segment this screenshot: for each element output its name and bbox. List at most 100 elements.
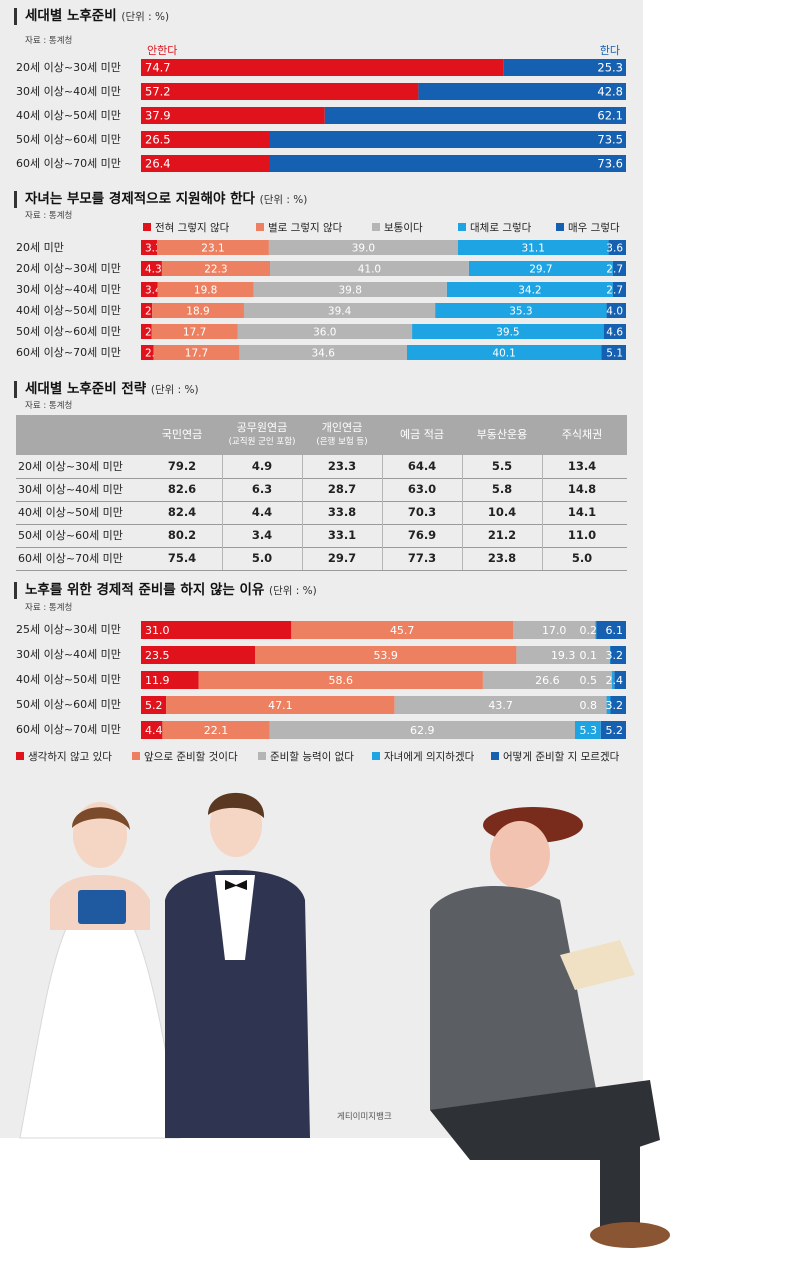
bar-label-c2-1-2: 41.0: [358, 264, 381, 276]
bar-c4-0-0: [141, 621, 292, 639]
bar-label-c4-0-1: 45.7: [390, 624, 415, 637]
bar-c1-3-0: [141, 131, 270, 148]
bar-label-c2-1-0: 4.3: [145, 264, 162, 276]
legend-label-c2-0: 전혀 그렇지 않다: [155, 221, 230, 234]
bar-c4-3-1: [166, 696, 395, 714]
bar-c2-4-2: [237, 324, 413, 339]
table-row: 40세 이상~50세 미만 82.4 4.4 33.8 70.3 10.4 14.1: [16, 501, 627, 525]
table-cell: 23.8: [487, 551, 517, 565]
bar-c1-2-0: [141, 107, 325, 124]
table-cell: 14.1: [567, 505, 597, 519]
image-credit: 게티이미지뱅크: [337, 1112, 392, 1122]
legend-swatch-c4-1: [132, 752, 140, 760]
table-row-label: 20세 이상~30세 미만: [18, 460, 123, 473]
bar-label-c2-0-2: 39.0: [352, 243, 375, 255]
bar-label-c2-0-1: 23.1: [201, 243, 224, 255]
elderly-man-illustration: [430, 807, 670, 1248]
table-cell: 23.3: [327, 459, 357, 473]
bar-c4-3-0: [141, 696, 167, 714]
table-col-header-5: 주식채권: [543, 415, 621, 455]
table-row-label: 60세 이상~70세 미만: [18, 552, 123, 565]
table-row-label: 40세 이상~50세 미만: [18, 506, 123, 519]
bar-c1-0-0: [141, 59, 504, 76]
table-col-header-1: 공무원연금 (교직원 군인 포함): [223, 415, 301, 455]
table-col-label: 주식채권: [561, 428, 603, 441]
legend-label-c2-1: 별로 그렇지 않다: [268, 221, 343, 234]
bar-c2-2-3: [446, 282, 613, 297]
bar-c2-1-0: [141, 261, 162, 276]
legend-swatch-c4-3: [372, 752, 380, 760]
bar-c1-1-0: [141, 83, 419, 100]
row-label-c1-4: 60세 이상~70세 미만: [16, 156, 121, 170]
table-cell: 21.2: [487, 528, 517, 542]
bar-label-c4-2-4: 2.4: [606, 674, 624, 687]
bar-c2-0-3: [457, 240, 609, 255]
row-label-c2-2: 30세 이상~40세 미만: [16, 282, 121, 296]
bar-c2-4-4: [603, 324, 626, 339]
bar-c1-4-1: [269, 155, 626, 172]
legend-swatch-c4-0: [16, 752, 24, 760]
row-label-c1-1: 30세 이상~40세 미만: [16, 84, 121, 98]
row-label-c2-5: 60세 이상~70세 미만: [16, 345, 121, 359]
table-cell: 80.2: [167, 528, 197, 542]
table-col-sublabel: (은행 보험 등): [316, 437, 368, 447]
bar-c1-4-0: [141, 155, 269, 172]
table-cell: 82.6: [167, 482, 197, 496]
bar-c2-0-4: [608, 240, 626, 255]
table-cell: 3.4: [251, 528, 273, 542]
bar-c4-3-4: [610, 696, 626, 714]
bar-label-c2-1-1: 22.3: [204, 264, 227, 276]
table-col-header-4: 부동산운용: [463, 415, 541, 455]
table-cell: 5.0: [251, 551, 273, 565]
table-column-separator: [382, 455, 383, 570]
bar-c2-5-0: [141, 345, 154, 360]
bar-label-c4-2-2: 26.6: [535, 674, 560, 687]
row-label-c2-0: 20세 미만: [16, 240, 64, 254]
table-row: 50세 이상~60세 미만 80.2 3.4 33.1 76.9 21.2 11.0: [16, 524, 627, 548]
row-label-c1-3: 50세 이상~60세 미만: [16, 132, 121, 146]
bar-label-c4-3-0: 5.2: [145, 699, 163, 712]
table-row: 20세 이상~30세 미만 79.2 4.9 23.3 64.4 5.5 13.4: [16, 455, 627, 479]
bar-label-c1-0-1: 25.3: [597, 61, 623, 75]
bar-label-c4-1-0: 23.5: [145, 649, 170, 662]
bar-label-c2-0-3: 31.1: [522, 243, 545, 255]
bar-c2-5-1: [153, 345, 240, 360]
bar-label-c2-1-4: 2.7: [606, 264, 623, 276]
chart2-source: 자료 : 통계청: [25, 211, 73, 221]
legend-label-c2-3: 대체로 그렇다: [470, 221, 532, 234]
bar-label-c2-2-1: 19.8: [194, 285, 217, 297]
table-col-label: 공무원연금: [236, 421, 288, 434]
table-column-separator: [462, 455, 463, 570]
bride-illustration: [19, 802, 181, 1139]
legend-swatch-c4-4: [491, 752, 499, 760]
table-cell: 77.3: [407, 551, 437, 565]
legend-label-c4-3: 자녀에게 의지하겠다: [384, 750, 475, 763]
bar-label-c2-5-2: 34.6: [312, 348, 336, 360]
table-col-sublabel: (교직원 군인 포함): [228, 437, 296, 447]
bar-c4-3-3: [606, 696, 611, 714]
bar-label-c4-1-2: 19.3: [551, 649, 576, 662]
table-cell: 82.4: [167, 505, 197, 519]
bar-c1-0-1: [503, 59, 626, 76]
bar-c2-4-3: [412, 324, 604, 339]
bar-c2-5-4: [601, 345, 626, 360]
bar-label-c2-4-3: 39.5: [496, 327, 519, 339]
table-cell: 33.8: [327, 505, 357, 519]
row-label-c4-1: 30세 이상~40세 미만: [16, 648, 121, 661]
bar-c1-3-1: [269, 131, 626, 148]
table-col-header-0: 국민연금: [143, 415, 221, 455]
row-label-c1-0: 20세 이상~30세 미만: [16, 60, 121, 74]
bar-label-c2-5-4: 5.1: [606, 348, 623, 360]
table-col-label: 예금 적금: [400, 428, 444, 441]
bar-label-c4-4-3: 5.3: [580, 724, 598, 737]
bar-label-c2-5-1: 17.7: [185, 348, 208, 360]
bar-label-c2-2-4: 2.7: [606, 285, 623, 297]
bar-c2-2-1: [157, 282, 254, 297]
bar-label-c2-1-3: 29.7: [529, 264, 552, 276]
bar-c4-1-0: [141, 646, 255, 664]
row-label-c2-3: 40세 이상~50세 미만: [16, 303, 121, 317]
table-cell: 64.4: [407, 459, 437, 473]
bar-c2-1-4: [612, 261, 626, 276]
table-row: 30세 이상~40세 미만 82.6 6.3 28.7 63.0 5.8 14.8: [16, 478, 627, 502]
bar-c4-1-4: [610, 646, 626, 664]
